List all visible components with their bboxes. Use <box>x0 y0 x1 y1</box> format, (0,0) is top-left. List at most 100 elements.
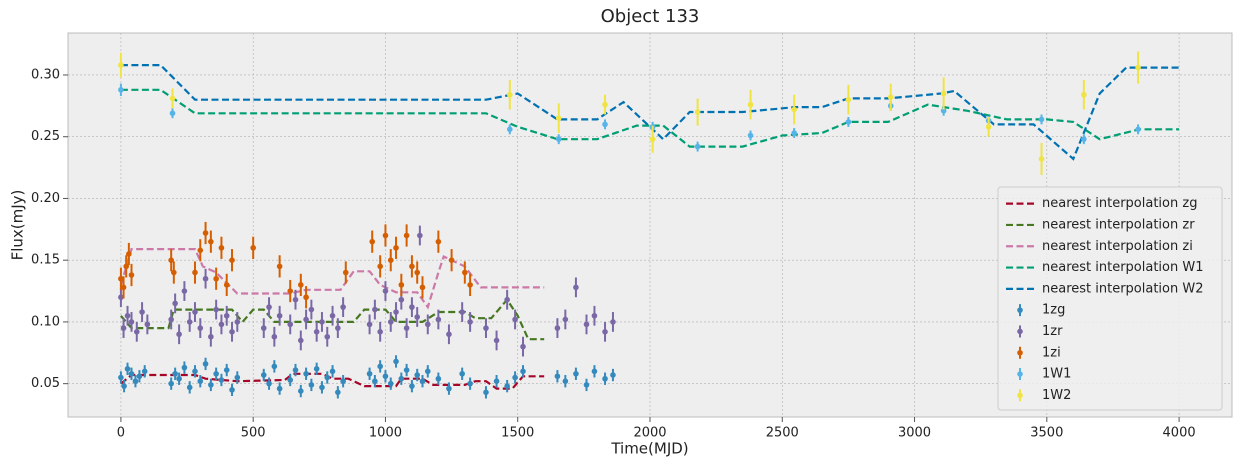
point <box>168 380 174 387</box>
error-point <box>313 362 320 376</box>
error-point <box>168 377 174 390</box>
error-point <box>118 287 124 308</box>
error-point <box>186 312 193 332</box>
legend-label: 1zi <box>1042 345 1061 360</box>
point <box>467 380 473 387</box>
point <box>562 378 569 384</box>
point <box>985 124 992 130</box>
error-point <box>398 372 405 385</box>
error-point <box>308 378 315 392</box>
error-point <box>1038 114 1045 125</box>
error-point <box>118 371 124 384</box>
error-point <box>136 370 143 383</box>
point <box>483 389 489 396</box>
error-point <box>176 324 182 345</box>
legend-label: nearest interpolation zi <box>1042 239 1193 254</box>
error-point <box>382 370 389 383</box>
point <box>218 321 225 328</box>
legend-label: 1W2 <box>1042 388 1071 403</box>
point <box>121 383 127 389</box>
point <box>303 294 309 301</box>
error-point <box>234 312 241 332</box>
error-point <box>467 377 473 390</box>
point <box>554 373 561 380</box>
legend-swatch <box>1017 328 1023 335</box>
error-point <box>172 293 178 314</box>
point <box>377 329 383 335</box>
point <box>573 370 579 377</box>
error-point <box>213 267 219 290</box>
error-point <box>387 249 394 272</box>
point <box>126 251 132 257</box>
point <box>169 110 176 117</box>
point <box>168 257 174 263</box>
error-point <box>213 299 219 320</box>
point <box>133 329 140 335</box>
point <box>940 107 947 114</box>
error-point <box>403 224 410 247</box>
point <box>372 306 378 313</box>
point <box>229 257 235 263</box>
error-point <box>610 312 616 332</box>
error-point <box>319 381 325 394</box>
y-tick-label: 0.15 <box>31 253 60 268</box>
point <box>377 263 383 270</box>
x-tick-label: 1000 <box>369 426 402 441</box>
error-point <box>168 309 174 330</box>
error-point <box>342 261 349 284</box>
point <box>562 316 569 323</box>
error-point <box>192 302 198 322</box>
error-point <box>208 230 214 253</box>
point <box>229 387 235 393</box>
error-point <box>213 367 219 380</box>
error-point <box>118 52 124 78</box>
grid: 0 500 1000 1500 2000 2500 3000 3500 4000 0.05 0.10… <box>31 33 1232 441</box>
error-point <box>985 116 992 137</box>
point <box>124 312 131 319</box>
error-point <box>1038 142 1045 175</box>
point <box>493 337 500 344</box>
error-point <box>419 276 426 299</box>
error-point <box>1135 124 1141 135</box>
error-point <box>409 255 415 278</box>
error-point <box>218 373 225 387</box>
point <box>186 319 193 325</box>
error-point <box>176 372 182 385</box>
y-tick-label: 0.30 <box>31 67 60 82</box>
error-point <box>128 312 135 332</box>
y-tick-label: 0.10 <box>31 314 60 329</box>
error-point <box>308 299 315 320</box>
point <box>208 382 214 388</box>
chart-title: Object 133 <box>601 6 700 27</box>
point <box>234 374 241 381</box>
error-point <box>324 371 331 384</box>
error-point <box>747 89 754 120</box>
point <box>313 329 320 335</box>
point <box>554 325 561 331</box>
point <box>176 375 182 382</box>
point <box>467 282 473 288</box>
point <box>417 232 423 239</box>
error-point <box>602 321 608 342</box>
point <box>583 382 590 388</box>
error-point <box>382 281 389 301</box>
error-point <box>181 281 188 301</box>
error-point <box>377 255 383 278</box>
point <box>387 380 394 387</box>
point <box>223 282 230 288</box>
error-point <box>313 321 320 342</box>
point <box>128 370 135 377</box>
point <box>409 383 415 389</box>
point <box>118 294 124 301</box>
point <box>747 101 754 108</box>
point <box>446 385 452 392</box>
point <box>610 319 616 325</box>
point <box>387 319 394 325</box>
error-point <box>340 297 346 317</box>
point <box>424 368 431 375</box>
error-point <box>435 309 442 330</box>
error-point <box>845 84 852 115</box>
error-point <box>459 302 465 322</box>
point <box>940 90 947 97</box>
error-point <box>128 263 135 287</box>
